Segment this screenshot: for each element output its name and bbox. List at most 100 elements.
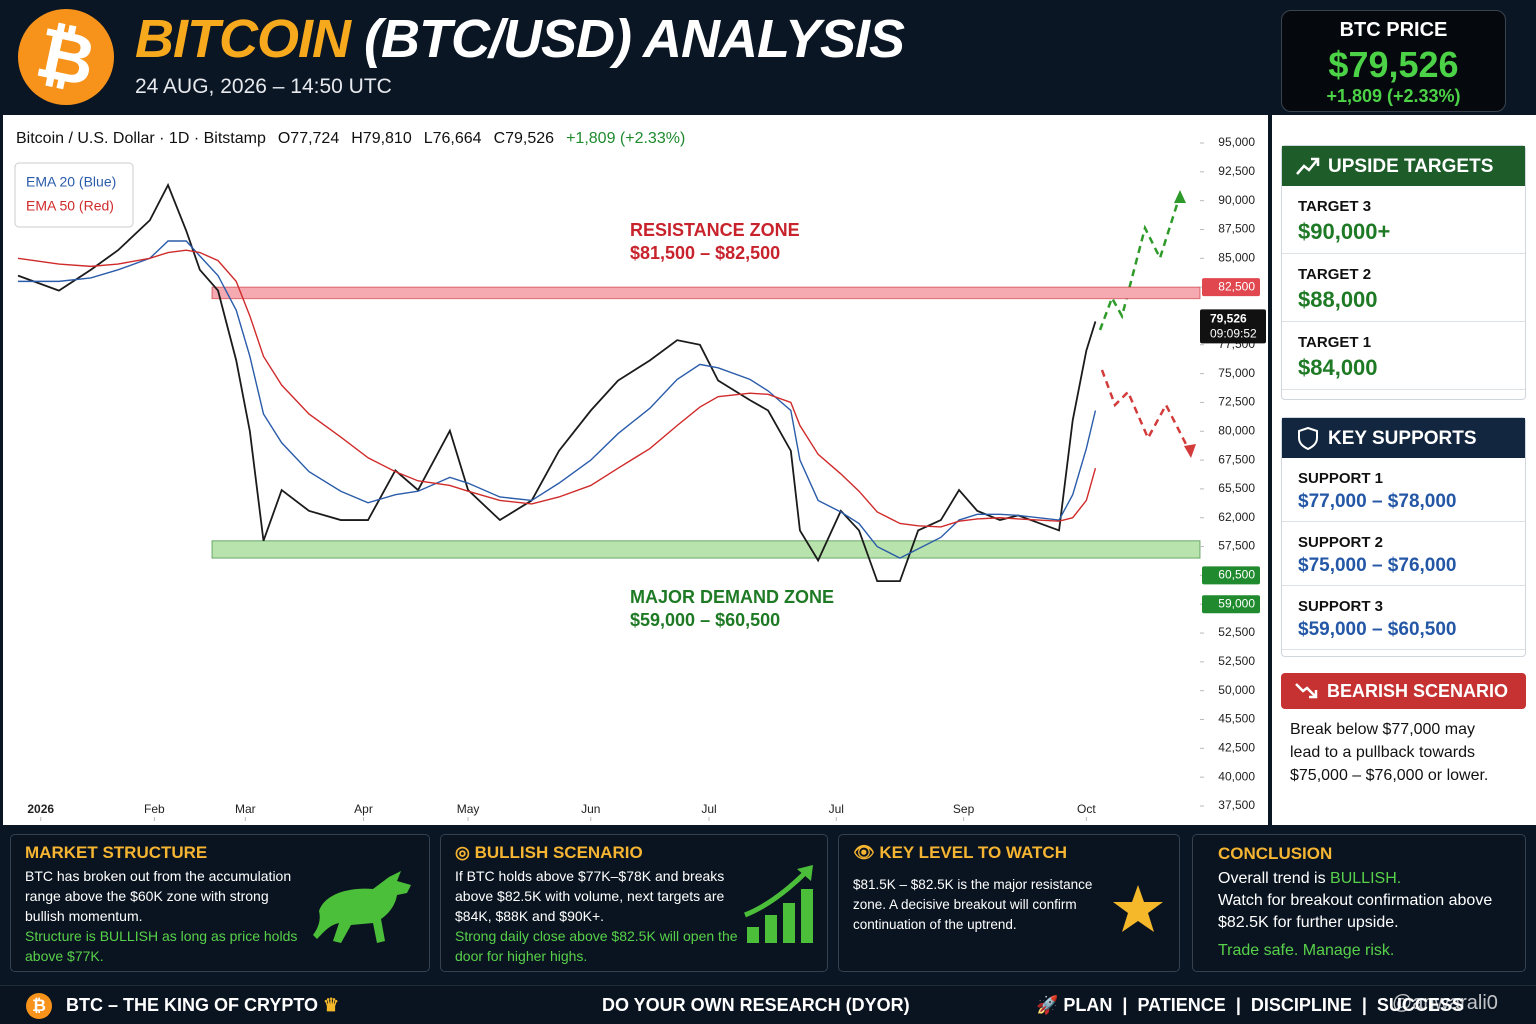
key-level-panel: 👁 KEY LEVEL TO WATCH $81.5K – $82.5K is … — [838, 834, 1180, 972]
legend-entry: EMA 50 (Red) — [26, 198, 114, 214]
y-tick-label: 42,500 — [1218, 741, 1255, 755]
panel-highlight: BULLISH. — [1330, 870, 1402, 887]
footer-left-row: BTC – THE KING OF CRYPTO ♛ — [66, 995, 339, 1016]
projection-up — [1098, 194, 1182, 331]
x-tick-label: Oct — [1077, 802, 1096, 816]
panel-title: BULLISH SCENARIO — [474, 843, 643, 862]
legend-entry: EMA 20 (Blue) — [26, 174, 116, 190]
zone — [211, 540, 1201, 559]
x-tick-label: May — [457, 802, 480, 816]
header-part: O77,724 — [278, 130, 339, 147]
panel-text: $81.5K – $82.5K is the major resistance … — [853, 877, 1093, 932]
panel-title: KEY LEVEL TO WATCH — [879, 843, 1067, 862]
footer-center: DO YOUR OWN RESEARCH (DYOR) — [602, 995, 910, 1015]
market-panel: MARKET STRUCTURE BTC has broken out from… — [10, 834, 430, 972]
y-tick-label: 85,000 — [1218, 250, 1255, 264]
last-price-time: 09:09:52 — [1210, 327, 1257, 341]
y-tick-label: 90,000 — [1218, 193, 1255, 207]
y-tick-label: 95,000 — [1218, 135, 1255, 149]
row-label: TARGET 1 — [1298, 334, 1372, 351]
arrow-head — [1174, 190, 1186, 203]
watermark: @anwarali0 — [1392, 992, 1498, 1014]
row-value: $88,000 — [1298, 287, 1378, 312]
x-tick-label: Feb — [144, 802, 165, 816]
row-value: $90,000+ — [1298, 219, 1391, 244]
icon — [1295, 683, 1318, 699]
date: 24 AUG, 2026 – 14:50 UTC — [135, 75, 392, 98]
price-line — [17, 182, 1097, 583]
sidebar: UPSIDE TARGETS TARGET 3 $90,000+ TARGET 2 $… — [1272, 115, 1536, 825]
row-label: SUPPORT 2 — [1298, 534, 1384, 551]
header-part: Bitcoin / U.S. Dollar · 1D · Bitstamp — [16, 130, 266, 147]
price-change: +1,809 (+2.33%) — [1326, 86, 1461, 106]
price-box: BTC PRICE $79,526 +1,809 (+2.33%) — [1281, 10, 1506, 112]
y-tick-label: 45,500 — [1218, 712, 1255, 726]
row-label: TARGET 2 — [1298, 266, 1372, 283]
zone-range: $59,000 – $60,500 — [630, 610, 780, 630]
x-tick-label: Sep — [953, 802, 975, 816]
y-tick-label: 82,500 — [1218, 279, 1255, 293]
conclusion-panel: CONCLUSION Overall trend is BULLISH. Watc… — [1192, 834, 1526, 972]
row-label: SUPPORT 1 — [1298, 470, 1384, 487]
footer-word: PLAN — [1063, 995, 1113, 1015]
bullish-panel: ◎ BULLISH SCENARIO If BTC holds above $7… — [440, 834, 828, 972]
y-tick-label: 37,500 — [1218, 798, 1255, 812]
targets-card: UPSIDE TARGETS TARGET 3 $90,000+ TARGET 2 $… — [1281, 145, 1526, 400]
list-row: TARGET 3 $90,000+ — [1282, 186, 1525, 254]
x-tick-label: Mar — [235, 802, 256, 816]
last-price-box — [1200, 309, 1266, 344]
y-tick-label: 59,000 — [1218, 596, 1255, 610]
title-rest: (BTC/USD) ANALYSIS — [364, 9, 905, 69]
panel-body: If BTC holds above $77K–$78K and breaks … — [455, 866, 740, 966]
y-tick-label: 80,000 — [1218, 423, 1255, 437]
zone — [211, 286, 1201, 300]
y-tick-label: 87,500 — [1218, 222, 1255, 236]
header-part: +1,809 (+2.33%) — [566, 130, 685, 147]
y-tick-label: 72,500 — [1218, 395, 1255, 409]
y-tick-label: 57,500 — [1218, 539, 1255, 553]
card-header: BEARISH SCENARIO — [1281, 673, 1526, 709]
projection-line — [1098, 194, 1182, 331]
price-value: $79,526 — [1328, 44, 1459, 85]
zone-range: $81,500 – $82,500 — [630, 243, 780, 263]
footer-logo: ₿ — [26, 993, 52, 1019]
price-label: BTC PRICE — [1339, 19, 1448, 41]
icon — [1296, 157, 1320, 175]
supports-card: KEY SUPPORTS SUPPORT 1 $77,000 – $78,000 S… — [1281, 417, 1526, 657]
card-title: BEARISH SCENARIO — [1327, 681, 1509, 701]
y-tick-label: 50,000 — [1218, 683, 1255, 697]
chart: Bitcoin / U.S. Dollar · 1D · Bitstamp O77… — [3, 115, 1268, 825]
row-value: $75,000 – $76,000 — [1298, 555, 1457, 576]
header-part: L76,664 — [424, 130, 482, 147]
y-tick-label: 52,500 — [1218, 625, 1255, 639]
panel-title-row: ◎ BULLISH SCENARIO — [455, 843, 643, 862]
panel-title: CONCLUSION — [1218, 844, 1333, 863]
x-tick-label: Jun — [581, 802, 600, 816]
row-label: SUPPORT 3 — [1298, 598, 1384, 615]
y-tick-label: 40,000 — [1218, 769, 1255, 783]
row-value: $84,000 — [1298, 355, 1378, 380]
panel-body: BTC has broken out from the accumulation… — [25, 866, 310, 966]
arrow-head — [1184, 444, 1196, 458]
chart-panel — [3, 115, 1268, 825]
header-part: H79,810 — [351, 130, 412, 147]
chart-header: Bitcoin / U.S. Dollar · 1D · Bitstamp O77… — [16, 130, 685, 147]
row-label: TARGET 3 — [1298, 198, 1372, 215]
row-value: $59,000 – $60,500 — [1298, 619, 1457, 640]
ema-line — [18, 240, 1097, 559]
crown: ♛ — [323, 995, 340, 1015]
bearish-text: Break below $77,000 may lead to a pullba… — [1290, 721, 1489, 784]
growth-icon — [744, 865, 813, 943]
footer-word: SUCCESS — [1376, 995, 1464, 1015]
card-header: KEY SUPPORTS — [1282, 418, 1525, 458]
panel-highlight: Strong daily close above $82.5K will ope… — [455, 928, 738, 964]
x-tick-label: Jul — [829, 802, 844, 816]
last-price: 79,526 — [1210, 312, 1247, 326]
list-row: TARGET 1 $84,000 — [1282, 322, 1525, 390]
header-part: C79,526 — [494, 130, 555, 147]
bull-icon — [313, 871, 411, 943]
icon — [1298, 427, 1318, 450]
panel-text: Overall trend is — [1218, 870, 1331, 887]
card-title: KEY SUPPORTS — [1328, 428, 1477, 449]
